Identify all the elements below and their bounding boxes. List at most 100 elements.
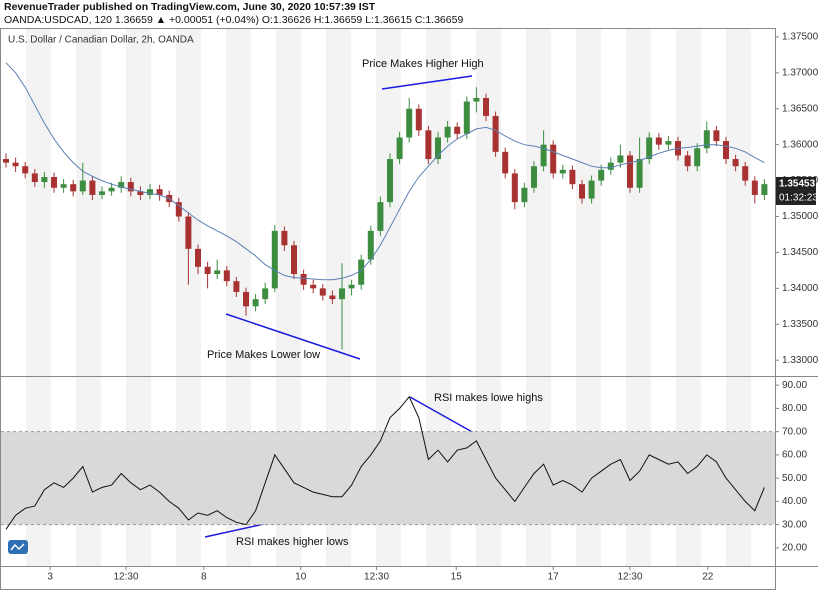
- y-tick-label: 30.00: [782, 519, 807, 530]
- rsi-line: [5, 395, 765, 530]
- trendline: [381, 75, 473, 90]
- x-tick-label: 12:30: [364, 572, 389, 583]
- candle-body: [243, 291, 249, 307]
- candle-body: [646, 137, 653, 160]
- candle-body: [137, 191, 144, 195]
- candle-body: [99, 191, 105, 195]
- y-tick-label: 1.37500: [782, 32, 818, 43]
- candle-body: [118, 182, 125, 188]
- x-tick-label: 22: [702, 572, 714, 583]
- x-tick-label: 12:30: [617, 572, 642, 583]
- candle-body: [175, 202, 182, 217]
- candle-body: [694, 148, 701, 167]
- candle-body: [483, 97, 489, 116]
- candle-body: [531, 166, 537, 188]
- annotation: RSI makes lowe highs: [434, 392, 543, 404]
- y-tick-label: 1.34500: [782, 247, 818, 258]
- candle-body: [617, 155, 624, 163]
- y-tick-label: 70.00: [782, 426, 807, 437]
- header-line1: RevenueTrader published on TradingView.c…: [4, 1, 376, 13]
- candle-body: [463, 101, 470, 134]
- y-tick-label: 1.35000: [782, 211, 818, 222]
- candle-body: [425, 130, 432, 160]
- y-tick-label: 1.37000: [782, 67, 818, 78]
- candle-body: [732, 159, 739, 167]
- candle-body: [89, 180, 96, 195]
- candle-body: [454, 126, 461, 134]
- candle-body: [435, 137, 441, 160]
- y-tick-label: 1.34000: [782, 283, 818, 294]
- candle-body: [703, 130, 710, 149]
- candle-body: [588, 180, 595, 199]
- candle-body: [569, 169, 576, 185]
- candle-body: [108, 187, 115, 192]
- candle-body: [41, 176, 48, 183]
- x-tick-label: 12:30: [113, 572, 138, 583]
- candle-body: [550, 144, 557, 174]
- frame: [0, 28, 776, 590]
- candle-body: [319, 288, 326, 296]
- candle-body: [262, 288, 269, 300]
- annotation: Price Makes Lower low: [207, 349, 320, 361]
- candle-body: [521, 187, 528, 203]
- candle-body: [31, 173, 38, 183]
- candle-body: [300, 273, 307, 285]
- candle-body: [415, 108, 422, 131]
- x-tick-label: 15: [451, 572, 463, 583]
- candle-body: [12, 162, 19, 167]
- candle-body: [473, 97, 480, 102]
- candle-body: [156, 189, 163, 195]
- candle-body: [540, 144, 547, 167]
- y-tick-label: 50.00: [782, 473, 807, 484]
- candle-body: [636, 159, 643, 188]
- countdown-box: [776, 190, 816, 205]
- y-tick-label: 80.00: [782, 403, 807, 414]
- candle-body: [291, 245, 297, 274]
- candle-body: [3, 159, 9, 163]
- candle-body: [51, 176, 57, 188]
- candle-body: [214, 270, 221, 274]
- rsi-band: [1, 431, 775, 525]
- x-tick-label: 10: [295, 572, 307, 583]
- candle-body: [444, 126, 451, 138]
- candle-body: [233, 281, 240, 292]
- y-tick-label: 20.00: [782, 543, 807, 554]
- logo: [8, 540, 28, 554]
- countdown-label: 01:32:23: [779, 193, 818, 204]
- candle-body: [367, 230, 374, 260]
- candle-body: [377, 202, 384, 231]
- candle-body: [387, 159, 393, 203]
- x-tick-label: 17: [548, 572, 560, 583]
- y-tick-label: 60.00: [782, 450, 807, 461]
- candle-body: [271, 230, 278, 289]
- candle-body: [223, 270, 230, 282]
- candle-body: [127, 182, 134, 192]
- last-price-box: [776, 176, 816, 191]
- candle-body: [195, 248, 201, 267]
- candle-body: [579, 184, 585, 199]
- chart-title: U.S. Dollar / Canadian Dollar, 2h, OANDA: [8, 35, 194, 46]
- last-price-label: 1.35453: [779, 179, 816, 190]
- candle-body: [655, 137, 662, 145]
- candle-body: [742, 166, 749, 181]
- candle-body: [761, 184, 768, 195]
- candle-body: [358, 259, 365, 285]
- x-tick-label: 3: [47, 572, 53, 583]
- y-tick-label: 1.36500: [782, 103, 818, 114]
- candle-body: [339, 288, 345, 300]
- y-tick-label: 1.33500: [782, 319, 818, 330]
- candle-body: [502, 151, 509, 174]
- candle-body: [492, 115, 499, 152]
- candle-body: [751, 180, 758, 195]
- candle-body: [627, 155, 633, 188]
- moving-average: [5, 62, 765, 281]
- y-tick-label: 1.33000: [782, 355, 818, 366]
- candle-body: [70, 184, 77, 192]
- y-tick-label: 90.00: [782, 380, 807, 391]
- candle-body: [204, 266, 211, 274]
- candle-body: [723, 141, 729, 160]
- candle-body: [60, 184, 67, 188]
- candle-body: [79, 180, 86, 192]
- candle-body: [406, 108, 413, 138]
